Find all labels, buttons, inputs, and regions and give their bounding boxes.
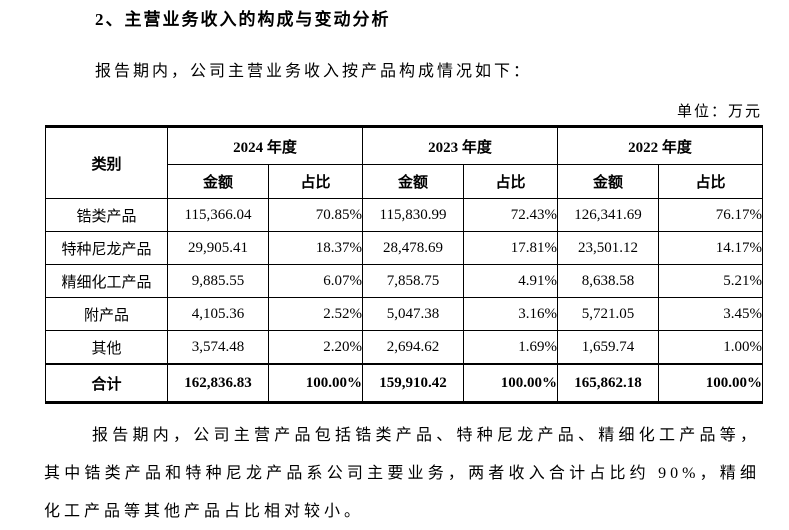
cell-ratio: 17.81% xyxy=(463,231,559,265)
summary-paragraph: 报告期内，公司主营产品包括锆类产品、特种尼龙产品、精细化工产品等，其中锆类产品和… xyxy=(44,427,760,520)
table-row-fine-chemical: 精细化工产品 9,885.55 6.07% 7,858.75 4.91% 8,6… xyxy=(45,264,764,298)
cell-ratio: 3.16% xyxy=(463,297,559,331)
cell-ratio: 1.69% xyxy=(463,330,559,365)
cell-amount: 5,047.38 xyxy=(362,297,465,331)
cell-ratio: 6.07% xyxy=(267,264,364,298)
cell-category: 特种尼龙产品 xyxy=(45,231,168,265)
table-header-year-2022: 2022 年度 xyxy=(557,125,764,165)
cell-ratio: 100.00% xyxy=(463,363,559,404)
cell-category: 精细化工产品 xyxy=(45,264,168,298)
cell-amount: 23,501.12 xyxy=(557,231,660,265)
cell-ratio: 72.43% xyxy=(463,198,559,232)
table-row-byproduct: 附产品 4,105.36 2.52% 5,047.38 3.16% 5,721.… xyxy=(45,297,764,331)
table-header-ratio-2023: 占比 xyxy=(463,164,559,199)
table-header-amount-2022: 金额 xyxy=(557,164,660,199)
cell-category: 附产品 xyxy=(45,297,168,331)
cell-ratio: 1.00% xyxy=(658,330,764,365)
cell-amount: 5,721.05 xyxy=(557,297,660,331)
section-title: 2、主营业务收入的构成与变动分析 xyxy=(95,10,391,29)
cell-amount: 3,574.48 xyxy=(167,330,269,365)
cell-ratio: 5.21% xyxy=(658,264,764,298)
cell-amount: 4,105.36 xyxy=(167,297,269,331)
cell-amount: 126,341.69 xyxy=(557,198,660,232)
cell-amount: 7,858.75 xyxy=(362,264,465,298)
table-row-zirconium: 锆类产品 115,366.04 70.85% 115,830.99 72.43%… xyxy=(45,198,764,232)
table-header-year-2024: 2024 年度 xyxy=(166,125,364,165)
cell-amount: 159,910.42 xyxy=(362,363,465,404)
cell-amount: 115,830.99 xyxy=(362,198,465,232)
cell-ratio: 18.37% xyxy=(267,231,364,265)
cell-ratio: 100.00% xyxy=(658,363,764,404)
cell-amount: 29,905.41 xyxy=(167,231,269,265)
cell-ratio: 3.45% xyxy=(658,297,764,331)
table-header-category: 类别 xyxy=(45,125,168,199)
table-header-amount-2024: 金额 xyxy=(167,164,269,199)
cell-ratio: 4.91% xyxy=(463,264,559,298)
table-header-ratio-2024: 占比 xyxy=(267,164,364,199)
unit-label: 单位：万元 xyxy=(676,104,762,120)
table-header-sub-row: 金额 占比 金额 占比 金额 占比 xyxy=(46,164,764,199)
cell-category: 锆类产品 xyxy=(45,198,168,232)
cell-category: 合计 xyxy=(45,363,168,404)
cell-ratio: 2.20% xyxy=(267,330,364,365)
table-row-nylon: 特种尼龙产品 29,905.41 18.37% 28,478.69 17.81%… xyxy=(45,231,764,265)
cell-category: 其他 xyxy=(45,330,168,365)
cell-amount: 162,836.83 xyxy=(167,363,269,404)
cell-amount: 2,694.62 xyxy=(362,330,465,365)
intro-paragraph: 报告期内，公司主营业务收入按产品构成情况如下： xyxy=(95,63,533,80)
table-header-year-2023: 2023 年度 xyxy=(362,125,559,165)
cell-ratio: 70.85% xyxy=(267,198,364,232)
table-row-other: 其他 3,574.48 2.20% 2,694.62 1.69% 1,659.7… xyxy=(45,330,764,365)
cell-amount: 28,478.69 xyxy=(362,231,465,265)
table-header-ratio-2022: 占比 xyxy=(658,164,764,199)
cell-amount: 1,659.74 xyxy=(557,330,660,365)
cell-amount: 9,885.55 xyxy=(167,264,269,298)
cell-amount: 115,366.04 xyxy=(167,198,269,232)
revenue-composition-table: 类别 2024 年度 2023 年度 2022 年度 金额 占比 金额 占比 金… xyxy=(45,125,764,404)
table-header-amount-2023: 金额 xyxy=(362,164,465,199)
cell-ratio: 2.52% xyxy=(267,297,364,331)
cell-ratio: 100.00% xyxy=(267,363,364,404)
table-header-year-row: 类别 2024 年度 2023 年度 2022 年度 xyxy=(45,125,764,199)
cell-ratio: 14.17% xyxy=(658,231,764,265)
table-row-total: 合计 162,836.83 100.00% 159,910.42 100.00%… xyxy=(45,363,764,404)
cell-ratio: 76.17% xyxy=(658,198,764,232)
cell-amount: 8,638.58 xyxy=(557,264,660,298)
cell-amount: 165,862.18 xyxy=(557,363,660,404)
